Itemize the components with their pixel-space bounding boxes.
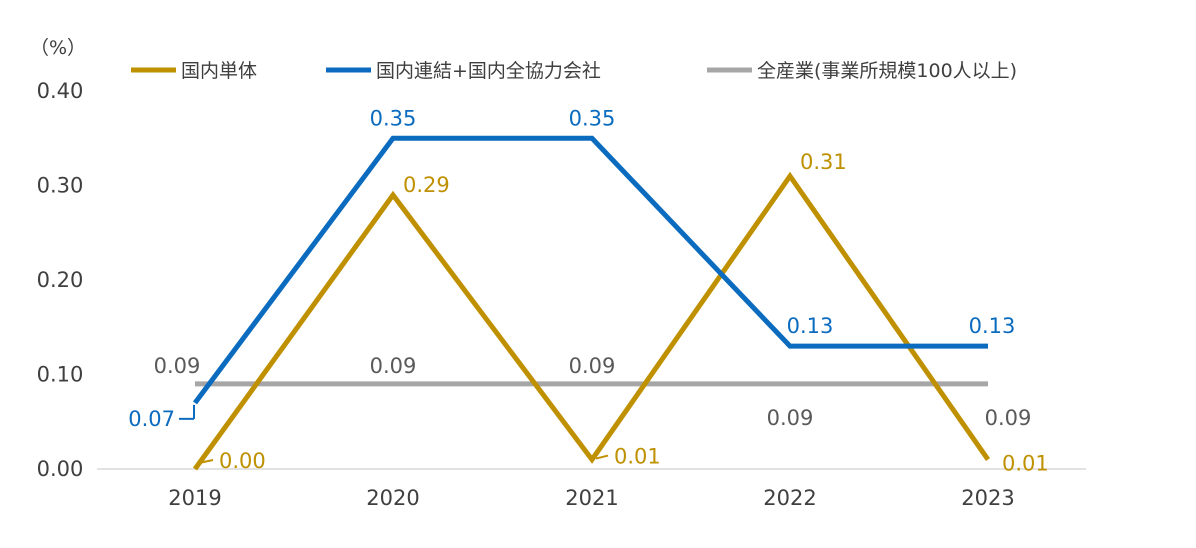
- legend-label: 全産業(事業所規模100人以上): [757, 60, 1017, 82]
- data-label: 0.31: [800, 150, 847, 174]
- y-tick-label: 0.20: [37, 268, 84, 292]
- series-line: [192, 171, 991, 471]
- data-label: 0.09: [154, 354, 201, 378]
- data-label: 0.09: [985, 406, 1032, 430]
- data-label: 0.13: [969, 314, 1016, 338]
- x-tick-label: 2022: [763, 486, 816, 510]
- legend-label: 国内単体: [181, 60, 257, 82]
- data-label: 0.13: [787, 314, 834, 338]
- data-label: 0.07: [128, 407, 175, 431]
- x-tick-label: 2021: [565, 486, 618, 510]
- y-tick-label: 0.10: [37, 363, 84, 387]
- y-tick-label: 0.00: [37, 457, 84, 481]
- data-label: 0.35: [370, 106, 417, 130]
- data-label: 0.09: [370, 354, 417, 378]
- y-tick-label: 0.30: [37, 174, 84, 198]
- data-label: 0.01: [1002, 452, 1049, 476]
- data-label: 0.29: [403, 173, 450, 197]
- legend-label: 国内連結+国内全協力会社: [376, 60, 601, 82]
- data-label-leader: [595, 454, 609, 460]
- y-axis-unit-label: （%）: [30, 37, 86, 59]
- x-tick-label: 2019: [168, 486, 221, 510]
- data-label: 0.35: [569, 106, 616, 130]
- data-label: 0.01: [614, 445, 661, 469]
- data-label: 0.09: [569, 354, 616, 378]
- data-label: 0.00: [219, 449, 266, 473]
- series-line: [192, 135, 988, 405]
- data-label: 0.09: [767, 406, 814, 430]
- x-tick-label: 2020: [366, 486, 419, 510]
- x-tick-label: 2023: [961, 486, 1014, 510]
- data-label-leader: [198, 459, 214, 464]
- y-tick-label: 0.40: [37, 79, 84, 103]
